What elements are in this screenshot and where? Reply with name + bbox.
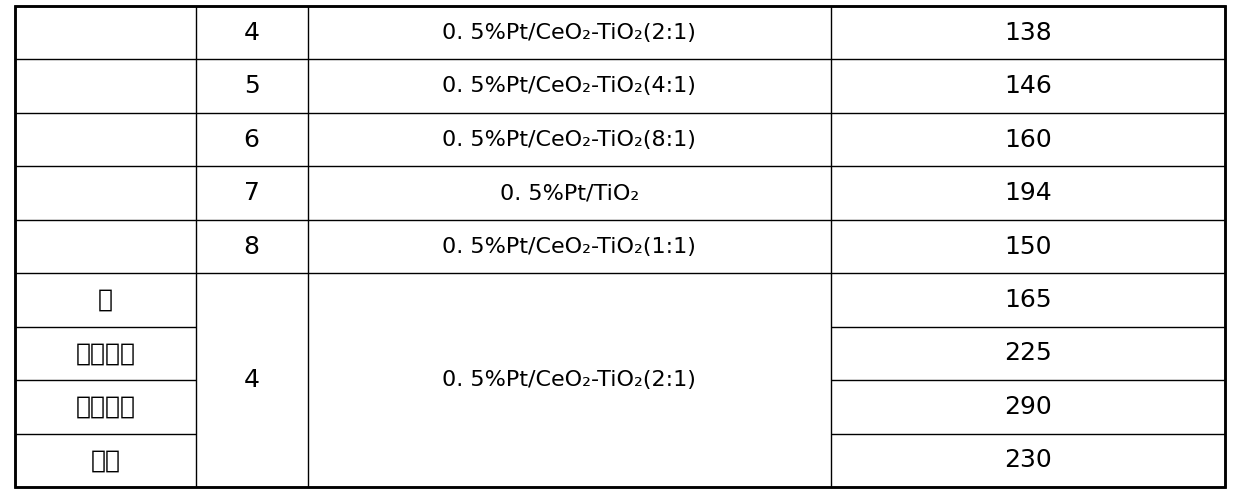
Text: 0. 5%Pt/CeO₂-TiO₂(4:1): 0. 5%Pt/CeO₂-TiO₂(4:1) bbox=[443, 76, 696, 96]
Text: 0. 5%Pt/CeO₂-TiO₂(8:1): 0. 5%Pt/CeO₂-TiO₂(8:1) bbox=[443, 130, 696, 149]
Text: 乙腥: 乙腥 bbox=[91, 448, 120, 472]
Text: 4: 4 bbox=[244, 368, 259, 392]
Text: 138: 138 bbox=[1004, 21, 1052, 45]
Text: 225: 225 bbox=[1004, 342, 1052, 365]
Text: 8: 8 bbox=[244, 235, 259, 258]
Text: 230: 230 bbox=[1004, 448, 1052, 472]
Text: 160: 160 bbox=[1004, 128, 1052, 151]
Text: 150: 150 bbox=[1004, 235, 1052, 258]
Text: 0. 5%Pt/TiO₂: 0. 5%Pt/TiO₂ bbox=[500, 183, 639, 203]
Text: 乙酸乙酯: 乙酸乙酯 bbox=[76, 342, 135, 365]
Text: 146: 146 bbox=[1004, 74, 1052, 98]
Text: 194: 194 bbox=[1004, 181, 1052, 205]
Text: 苯: 苯 bbox=[98, 288, 113, 312]
Text: 7: 7 bbox=[244, 181, 259, 205]
Text: 0. 5%Pt/CeO₂-TiO₂(1:1): 0. 5%Pt/CeO₂-TiO₂(1:1) bbox=[443, 237, 696, 256]
Text: 0. 5%Pt/CeO₂-TiO₂(2:1): 0. 5%Pt/CeO₂-TiO₂(2:1) bbox=[443, 370, 696, 390]
Text: 165: 165 bbox=[1004, 288, 1052, 312]
Text: 0. 5%Pt/CeO₂-TiO₂(2:1): 0. 5%Pt/CeO₂-TiO₂(2:1) bbox=[443, 23, 696, 43]
Text: 5: 5 bbox=[244, 74, 259, 98]
Text: 4: 4 bbox=[244, 21, 259, 45]
Text: 6: 6 bbox=[244, 128, 259, 151]
Text: 二氯乙烷: 二氯乙烷 bbox=[76, 395, 135, 419]
Text: 290: 290 bbox=[1004, 395, 1052, 419]
